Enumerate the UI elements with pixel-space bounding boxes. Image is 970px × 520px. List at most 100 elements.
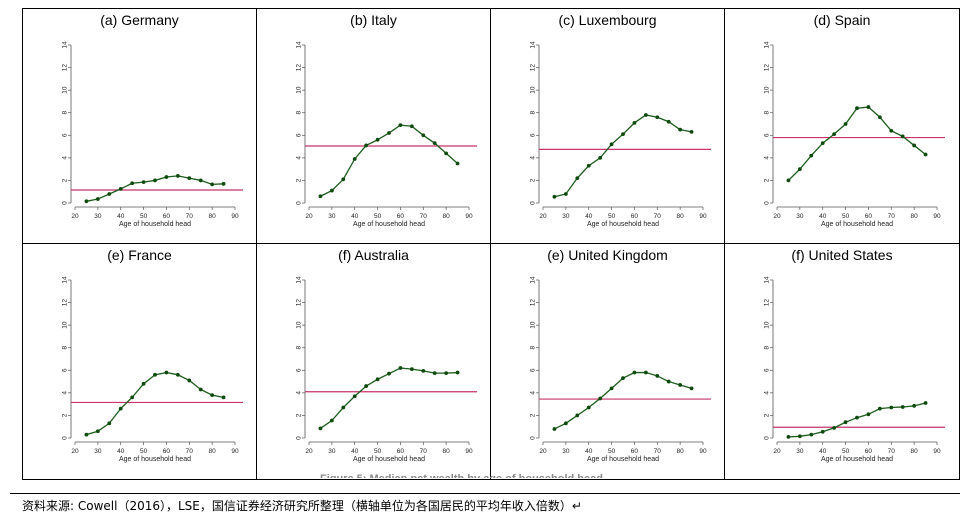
- x-tick-label: 50: [608, 213, 616, 220]
- x-tick-label: 80: [677, 213, 685, 220]
- data-point: [130, 181, 135, 186]
- data-point: [210, 182, 215, 187]
- x-tick-label: 20: [305, 448, 313, 455]
- x-tick-label: 30: [562, 213, 570, 220]
- chart-plot: 0 2 4 6 8 10 12 14 20 30 40 50 60 70 80 90 Age of househ…: [62, 41, 243, 228]
- data-point: [221, 181, 226, 186]
- data-point: [221, 395, 226, 400]
- chart-panel: (f) Australia 0 2 4 6 8 10 12 14 20 30 40 50 60 70 80 90…: [257, 244, 491, 479]
- data-point: [130, 395, 135, 400]
- data-point: [84, 199, 89, 204]
- data-point: [689, 130, 694, 134]
- x-tick-label: 90: [933, 213, 941, 220]
- chart-title: (f) Australia: [338, 247, 409, 263]
- data-point: [678, 127, 683, 132]
- y-tick-label: 10: [530, 321, 537, 329]
- y-tick-label: 6: [764, 133, 771, 137]
- chart-title: (f) United States: [791, 247, 893, 263]
- data-point: [855, 106, 859, 111]
- data-point: [643, 370, 648, 375]
- data-point: [843, 122, 848, 126]
- data-point: [329, 188, 334, 193]
- chart-plot: 0 2 4 6 8 10 12 14 20 30 40 50 60 70 80 90 Age of househ…: [764, 41, 945, 228]
- data-point: [364, 143, 369, 148]
- x-tick-label: 30: [94, 448, 102, 455]
- chart-plot: 0 2 4 6 8 10 12 14 20 30 40 50 60 70 80 90 Age of househ…: [530, 276, 711, 463]
- y-tick-label: 6: [62, 368, 69, 372]
- data-point: [364, 384, 369, 388]
- data-point: [797, 167, 802, 172]
- series-line: [320, 367, 458, 429]
- data-point: [563, 421, 568, 426]
- y-tick-label: 14: [296, 41, 303, 49]
- data-point: [643, 113, 648, 117]
- y-tick-label: 12: [296, 299, 303, 307]
- data-point: [432, 141, 437, 146]
- x-tick-label: 20: [773, 213, 781, 220]
- data-point: [923, 152, 928, 157]
- x-axis-label: Age of household head: [821, 221, 893, 228]
- data-point: [832, 132, 837, 137]
- figure-caption: Figure 5: Median net wealth by age of ho…: [320, 466, 650, 478]
- y-tick-label: 8: [62, 111, 69, 115]
- x-tick-label: 20: [773, 448, 781, 455]
- x-tick-label: 60: [631, 213, 639, 220]
- x-tick-label: 30: [562, 448, 570, 455]
- y-tick-label: 2: [62, 413, 69, 417]
- data-point: [621, 376, 625, 381]
- data-point: [153, 178, 157, 183]
- data-point: [187, 378, 192, 383]
- data-point: [586, 163, 591, 168]
- data-point: [809, 153, 814, 158]
- data-point: [118, 186, 123, 191]
- data-point: [455, 370, 460, 375]
- x-tick-label: 80: [911, 448, 919, 455]
- data-point: [820, 429, 825, 434]
- x-tick-label: 50: [374, 448, 382, 455]
- y-tick-label: 6: [296, 368, 303, 372]
- data-point: [375, 377, 380, 382]
- chart-title: (e) France: [107, 247, 172, 263]
- x-tick-label: 90: [231, 213, 239, 220]
- data-point: [655, 374, 660, 378]
- data-point: [164, 370, 169, 375]
- data-point: [409, 124, 414, 129]
- data-point: [575, 176, 580, 181]
- chart-panel: (c) Luxembourg 0 2 4 6 8 10 12 14 20 30 40 50 60 70 80 9…: [491, 9, 725, 244]
- x-tick-label: 40: [351, 213, 359, 220]
- chart-title: (c) Luxembourg: [558, 12, 657, 28]
- x-tick-label: 40: [585, 448, 593, 455]
- x-tick-label: 60: [163, 213, 171, 220]
- data-point: [786, 178, 791, 183]
- y-tick-label: 4: [296, 156, 303, 160]
- y-tick-label: 0: [764, 436, 771, 440]
- data-point: [341, 405, 346, 410]
- y-tick-label: 8: [62, 346, 69, 350]
- data-point: [609, 386, 614, 391]
- data-point: [655, 115, 660, 120]
- y-tick-label: 2: [62, 178, 69, 182]
- x-tick-label: 50: [608, 448, 616, 455]
- x-tick-label: 90: [933, 448, 941, 455]
- data-point: [409, 367, 414, 372]
- x-tick-label: 60: [163, 448, 171, 455]
- data-point: [809, 432, 814, 437]
- data-point: [444, 151, 449, 156]
- chart-panel: (e) France 0 2 4 6 8 10 12 14 20 30 40 50 60 70 80 90 Age…: [23, 244, 257, 479]
- y-tick-label: 0: [62, 201, 69, 205]
- x-tick-label: 60: [631, 448, 639, 455]
- y-tick-label: 12: [764, 64, 771, 72]
- data-point: [912, 403, 917, 408]
- data-point: [843, 420, 848, 425]
- x-tick-label: 40: [819, 213, 827, 220]
- y-tick-label: 6: [764, 368, 771, 372]
- x-tick-label: 50: [140, 213, 148, 220]
- series-line: [788, 402, 926, 438]
- chart-panel: (a) Germany 0 2 4 6 8 10 12 14 20 30 40 50 60 70 80 90 Ag…: [23, 9, 257, 244]
- y-tick-label: 14: [62, 276, 69, 284]
- x-tick-label: 80: [209, 448, 217, 455]
- data-point: [84, 432, 89, 437]
- y-tick-label: 12: [530, 299, 537, 307]
- data-point: [341, 177, 346, 182]
- x-tick-label: 70: [186, 448, 194, 455]
